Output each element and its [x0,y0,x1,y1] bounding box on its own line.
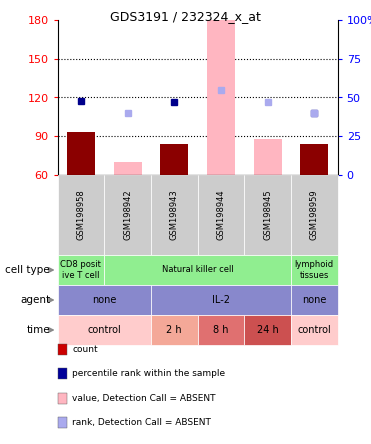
Text: agent: agent [20,295,50,305]
Text: GSM198959: GSM198959 [310,190,319,240]
Text: count: count [72,345,98,354]
Text: 8 h: 8 h [213,325,229,335]
Text: none: none [302,295,326,305]
Text: GSM198945: GSM198945 [263,190,272,240]
Text: 24 h: 24 h [257,325,279,335]
Bar [207,20,235,175]
Text: GSM198958: GSM198958 [76,190,85,240]
Text: value, Detection Call = ABSENT: value, Detection Call = ABSENT [72,394,216,403]
Text: Natural killer cell: Natural killer cell [162,266,233,274]
Text: IL-2: IL-2 [212,295,230,305]
Bar [254,139,282,175]
Text: CD8 posit
ive T cell: CD8 posit ive T cell [60,260,101,280]
Text: rank, Detection Call = ABSENT: rank, Detection Call = ABSENT [72,418,211,427]
Bar [67,132,95,175]
Text: lymphoid
tissues: lymphoid tissues [295,260,334,280]
Text: control: control [87,325,121,335]
Text: GDS3191 / 232324_x_at: GDS3191 / 232324_x_at [110,10,261,23]
Bar [114,162,142,175]
Bar [300,144,328,175]
Text: percentile rank within the sample: percentile rank within the sample [72,369,226,378]
Text: 2 h: 2 h [167,325,182,335]
Text: GSM198944: GSM198944 [216,190,226,240]
Text: GSM198942: GSM198942 [123,190,132,240]
Bar [160,144,188,175]
Text: time: time [26,325,50,335]
Text: none: none [92,295,116,305]
Text: control: control [298,325,331,335]
Text: GSM198943: GSM198943 [170,190,179,240]
Text: cell type: cell type [6,265,50,275]
